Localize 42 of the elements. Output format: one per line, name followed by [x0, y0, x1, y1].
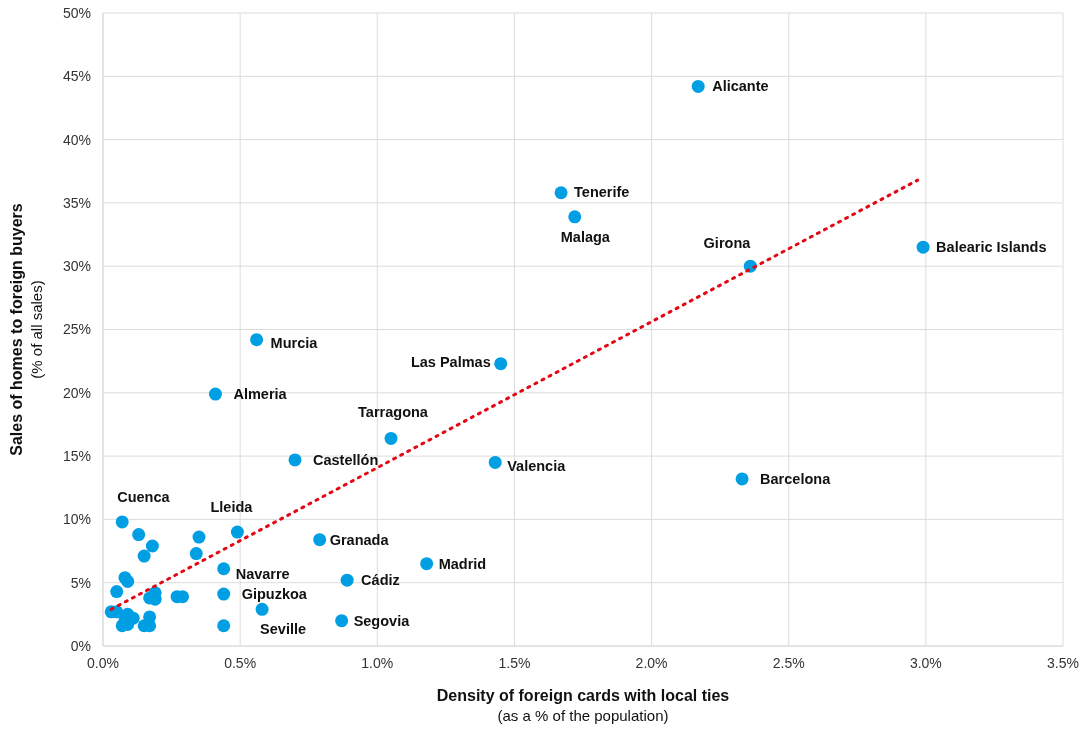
annotation: Gipuzkoa	[241, 586, 308, 603]
annotation: Alicante	[712, 78, 769, 95]
x-tick-label: 0.0%	[87, 654, 119, 671]
y-tick-label: 5%	[70, 574, 91, 591]
annotation: Tarragona	[358, 404, 429, 421]
y-tick-label: 40%	[62, 131, 91, 148]
annotation: Castellón	[313, 451, 379, 468]
y-tick-label: 20%	[62, 384, 91, 401]
annotation: Lleida	[210, 499, 254, 516]
x-axis-title: Density of foreign cards with local ties (as a % of the population)	[436, 687, 730, 724]
y-tick-label: 45%	[62, 68, 91, 85]
x-tick-label: 2.0%	[635, 654, 668, 671]
x-tick-label: 3.5%	[1047, 654, 1079, 671]
annotation: Balearic Islands	[936, 239, 1047, 256]
annotation: Tenerife	[574, 183, 630, 200]
y-tick-label: 10%	[62, 511, 91, 528]
y-tick-label: 50%	[62, 4, 91, 21]
y-tick-label: 0%	[70, 637, 91, 654]
y-tick-label: 35%	[62, 194, 91, 211]
y-tick-label: 30%	[62, 258, 91, 275]
x-tick-label: 0.5%	[224, 654, 257, 671]
annotation: Madrid	[438, 555, 487, 572]
annotation: Granada	[329, 531, 390, 548]
annotation: Cuenca	[117, 488, 171, 505]
y-tick-label: 15%	[62, 448, 91, 465]
annotation: Almeria	[233, 386, 288, 403]
annotation: Las Palmas	[410, 353, 491, 370]
annotation: Seville	[260, 621, 307, 638]
x-tick-label: 3.0%	[909, 654, 942, 671]
x-tick-label: 1.5%	[498, 654, 531, 671]
annotation: Navarre	[235, 565, 290, 582]
annotation: Segovia	[353, 612, 411, 629]
annotation: Malaga	[560, 228, 611, 245]
y-axis-title: Sales of homes to foreign buyers (% of all sales)	[8, 203, 45, 456]
annotation: Girona	[703, 235, 752, 252]
x-tick-label: 1.0%	[361, 654, 394, 671]
annotation: Murcia	[270, 334, 319, 351]
y-tick-label: 25%	[62, 321, 91, 338]
annotation: Barcelona	[760, 470, 832, 487]
x-tick-label: 2.5%	[772, 654, 805, 671]
annotation: Cádiz	[361, 572, 400, 589]
annotation: Valencia	[507, 458, 567, 475]
